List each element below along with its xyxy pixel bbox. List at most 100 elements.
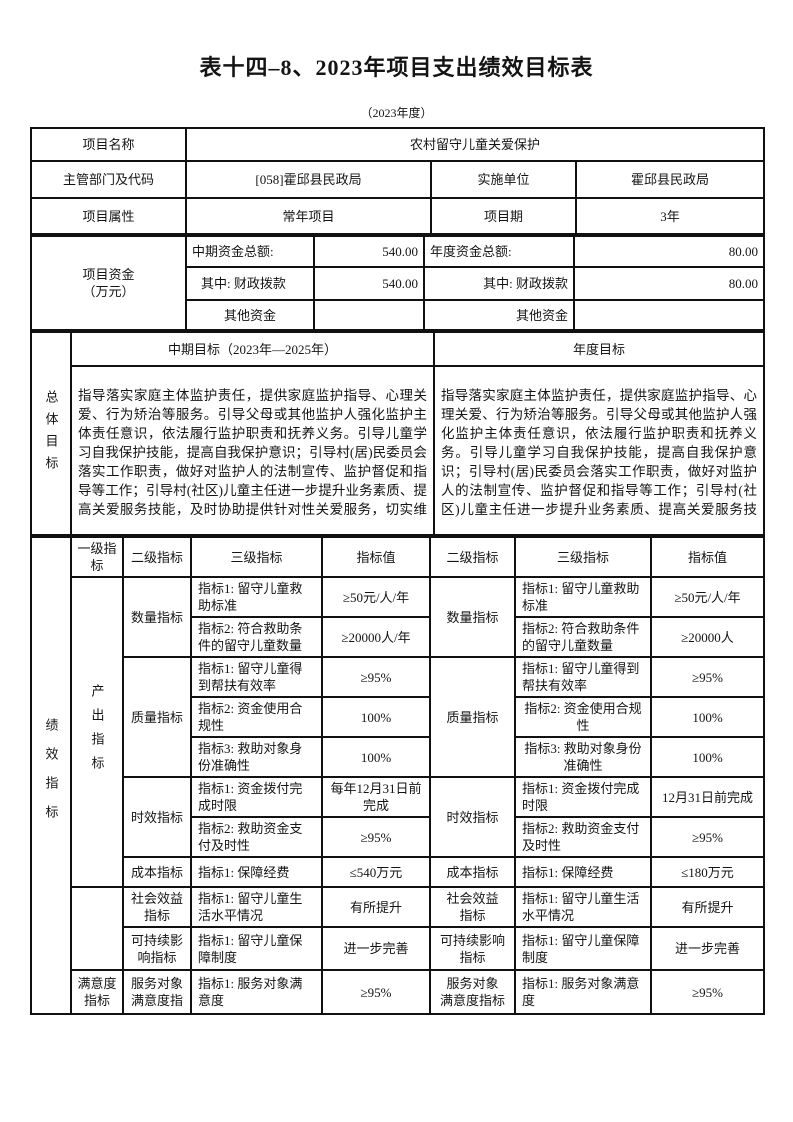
indicator-value-cell: ≥20000人 <box>650 616 765 658</box>
header-level2-right: 二级指标 <box>429 536 516 578</box>
overall-goal-label-text: 总体目标 <box>43 389 59 478</box>
level2-quality-left: 质量指标 <box>122 656 192 778</box>
l3-indicator-cell: 指标3: 救助对象身 份准确性 <box>190 736 323 778</box>
page-subtitle: （2023年度） <box>360 106 433 120</box>
mid-fiscal-value: 540.00 <box>313 266 425 301</box>
l3-indicator-cell: 指标1: 留守儿童得 到帮扶有效率 <box>190 656 323 698</box>
l3-indicator-cell: 指标1: 留守儿童保障 制度 <box>514 926 652 971</box>
indicator-row: 满意度指标 服务对象 满意度指 指标1: 服务对象满 意度 ≥95% 服务对象 … <box>31 969 765 1015</box>
indicator-value-cell: ≥95% <box>321 969 431 1015</box>
level1-output: 产出指标 <box>70 576 124 888</box>
table-row: 指导落实家庭主体监护责任，提供家庭监护指导、心理关爱、行为矫治等服务。引导父母或… <box>31 365 765 536</box>
annual-fiscal-value: 80.00 <box>573 266 765 301</box>
l3-indicator-cell: 指标2: 符合救助条件 的留守儿童数量 <box>514 616 652 658</box>
level2-sustainable-right: 可持续影响 指标 <box>429 926 516 971</box>
l3-indicator-cell: 指标2: 救助资金支付 及时性 <box>514 816 652 858</box>
performance-target-table: 项目名称 农村留守儿童关爱保护 主管部门及代码 [058]霍邱县民政局 实施单位… <box>30 127 766 1015</box>
impl-unit-label: 实施单位 <box>430 160 577 199</box>
annual-other-label: 其他资金 <box>423 299 575 331</box>
mid-fiscal-label: 其中: 财政拨款 <box>185 266 315 301</box>
table-row: 项目资金 （万元） 中期资金总额: 540.00 年度资金总额: 80.00 <box>30 235 765 331</box>
attr-label: 项目属性 <box>30 197 187 235</box>
level2-quantity-right: 数量指标 <box>429 576 516 658</box>
l3-indicator-cell: 指标2: 资金使用合规 性 <box>514 696 652 738</box>
attr-value: 常年项目 <box>185 197 432 235</box>
indicators-section-label: 绩效指标 <box>30 536 72 1015</box>
indicator-value-cell: 进一步完善 <box>321 926 431 971</box>
overall-goal-table: 总体目标 中期目标（2023年—2025年） 年度目标 指导落实家庭主体监护责任… <box>30 331 765 536</box>
level2-timeliness-left: 时效指标 <box>122 776 192 858</box>
l3-indicator-cell: 指标3: 救助对象身份 准确性 <box>514 736 652 778</box>
indicators-section-label-text: 绩效指标 <box>43 717 59 834</box>
indicator-value-cell: 每年12月31日前 完成 <box>321 776 431 818</box>
level2-social-left: 社会效益 指标 <box>122 886 192 928</box>
mid-goal-cell: 指导落实家庭主体监护责任，提供家庭监护指导、心理关爱、行为矫治等服务。引导父母或… <box>70 365 435 536</box>
funding-label: 项目资金 （万元） <box>30 235 187 331</box>
indicator-value-cell: ≥50元/人/年 <box>650 576 765 618</box>
l3-indicator-cell: 指标1: 留守儿童救 助标准 <box>190 576 323 618</box>
indicator-value-cell: 有所提升 <box>650 886 765 928</box>
header-level2-left: 二级指标 <box>122 536 192 578</box>
impl-unit-value: 霍邱县民政局 <box>574 160 766 199</box>
level1-output-text: 产出指标 <box>89 684 105 780</box>
indicator-row: 成本指标 指标1: 保障经费 ≤540万元 成本指标 指标1: 保障经费 ≤18… <box>31 856 765 888</box>
l3-indicator-cell: 指标2: 资金使用合 规性 <box>190 696 323 738</box>
project-name-value: 农村留守儿童关爱保护 <box>184 127 766 162</box>
indicator-value-cell: ≥95% <box>650 969 765 1015</box>
dept-value: [058]霍邱县民政局 <box>185 160 432 199</box>
indicator-row: 质量指标 指标1: 留守儿童得 到帮扶有效率 ≥95% 质量指标 指标1: 留守… <box>31 656 765 778</box>
indicator-value-cell: 12月31日前完成 <box>650 776 765 818</box>
header-level3-left: 三级指标 <box>190 536 323 578</box>
indicators-table: 绩效指标 一级指标 二级指标 三级指标 指标值 二级指标 三级指标 指标值 产出… <box>30 536 765 1015</box>
table-row: 项目名称 农村留守儿童关爱保护 <box>30 127 766 162</box>
level2-cost-left: 成本指标 <box>122 856 192 888</box>
annual-fiscal-label: 其中: 财政拨款 <box>423 266 575 301</box>
level2-service-left: 服务对象 满意度指 <box>122 969 192 1015</box>
indicator-value-cell: ≥50元/人/年 <box>321 576 431 618</box>
l3-indicator-cell: 指标1: 留守儿童救助 标准 <box>514 576 652 618</box>
l3-indicator-cell: 指标1: 资金拨付完 成时限 <box>190 776 323 818</box>
indicator-row: 可持续影 响指标 指标1: 留守儿童保 障制度 进一步完善 可持续影响 指标 指… <box>31 926 765 971</box>
level2-quantity-left: 数量指标 <box>122 576 192 658</box>
l3-indicator-cell: 指标1: 留守儿童生 活水平情况 <box>190 886 323 928</box>
l3-indicator-cell: 指标1: 保障经费 <box>514 856 652 888</box>
l3-indicator-cell: 指标1: 留守儿童生活 水平情况 <box>514 886 652 928</box>
annual-goal-cell: 指导落实家庭主体监护责任，提供家庭监护指导、心理关爱、行为矫治等服务。引导父母或… <box>433 365 765 536</box>
project-name-label: 项目名称 <box>30 127 187 162</box>
indicator-value-cell: ≥20000人/年 <box>321 616 431 658</box>
l3-indicator-cell: 指标1: 留守儿童得到 帮扶有效率 <box>514 656 652 698</box>
mid-other-value <box>313 299 425 331</box>
indicator-row: 产出指标 数量指标 指标1: 留守儿童救 助标准 ≥50元/人/年 数量指标 指… <box>31 576 765 888</box>
funding-table: 项目资金 （万元） 中期资金总额: 540.00 年度资金总额: 80.00 其… <box>30 235 765 331</box>
indicator-value-cell: 100% <box>650 736 765 778</box>
indicator-row: 指标2: 救助资金支 付及时性 ≥95% 指标2: 救助资金支付 及时性 ≥95… <box>31 816 765 858</box>
level2-timeliness-right: 时效指标 <box>429 776 516 858</box>
level1-blank <box>70 886 124 971</box>
header-value-right: 指标值 <box>650 536 765 578</box>
annual-goal-text: 指导落实家庭主体监护责任，提供家庭监护指导、心理关爱、行为矫治等服务。引导父母或… <box>441 388 757 517</box>
indicator-value-cell: 100% <box>321 736 431 778</box>
indicator-row: 指标3: 救助对象身 份准确性 100% 指标3: 救助对象身份 准确性 100… <box>31 736 765 778</box>
project-info-table: 项目名称 农村留守儿童关爱保护 主管部门及代码 [058]霍邱县民政局 实施单位… <box>30 127 766 235</box>
annual-total-label: 年度资金总额: <box>423 235 575 268</box>
page-title: 表十四–8、2023年项目支出绩效目标表 <box>199 55 594 80</box>
indicator-row: 时效指标 指标1: 资金拨付完 成时限 每年12月31日前 完成 时效指标 指标… <box>31 776 765 858</box>
l3-indicator-cell: 指标1: 资金拨付完成 时限 <box>514 776 652 818</box>
indicator-row: 社会效益 指标 指标1: 留守儿童生 活水平情况 有所提升 社会效益 指标 指标… <box>31 886 765 971</box>
level1-satisfaction: 满意度指标 <box>70 969 124 1015</box>
indicator-value-cell: ≥95% <box>321 816 431 858</box>
annual-total-value: 80.00 <box>573 235 765 268</box>
table-row: 主管部门及代码 [058]霍邱县民政局 实施单位 霍邱县民政局 <box>30 160 766 199</box>
indicator-value-cell: ≥95% <box>650 656 765 698</box>
annual-goal-header: 年度目标 <box>433 331 765 367</box>
l3-indicator-cell: 指标1: 服务对象满意 度 <box>514 969 652 1015</box>
indicator-value-cell: 有所提升 <box>321 886 431 928</box>
header-level3-right: 三级指标 <box>514 536 652 578</box>
l3-indicator-cell: 指标1: 服务对象满 意度 <box>190 969 323 1015</box>
indicator-value-cell: 100% <box>321 696 431 738</box>
level2-quality-right: 质量指标 <box>429 656 516 778</box>
level2-service-right: 服务对象 满意度指标 <box>429 969 516 1015</box>
indicator-value-cell: ≥95% <box>321 656 431 698</box>
indicator-row: 指标2: 符合救助条 件的留守儿童数量 ≥20000人/年 指标2: 符合救助条… <box>31 616 765 658</box>
header-level1: 一级指标 <box>70 536 124 578</box>
